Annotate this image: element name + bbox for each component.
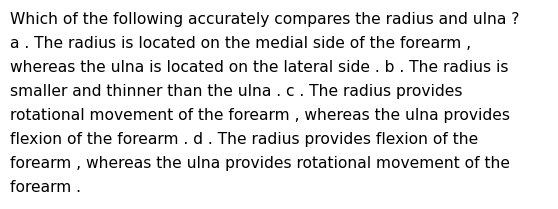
- Text: Which of the following accurately compares the radius and ulna ?: Which of the following accurately compar…: [10, 12, 519, 27]
- Text: forearm , whereas the ulna provides rotational movement of the: forearm , whereas the ulna provides rota…: [10, 156, 510, 171]
- Text: flexion of the forearm . d . The radius provides flexion of the: flexion of the forearm . d . The radius …: [10, 132, 478, 147]
- Text: smaller and thinner than the ulna . c . The radius provides: smaller and thinner than the ulna . c . …: [10, 84, 463, 99]
- Text: rotational movement of the forearm , whereas the ulna provides: rotational movement of the forearm , whe…: [10, 108, 510, 123]
- Text: whereas the ulna is located on the lateral side . b . The radius is: whereas the ulna is located on the later…: [10, 60, 508, 75]
- Text: a . The radius is located on the medial side of the forearm ,: a . The radius is located on the medial …: [10, 36, 471, 51]
- Text: forearm .: forearm .: [10, 180, 81, 195]
